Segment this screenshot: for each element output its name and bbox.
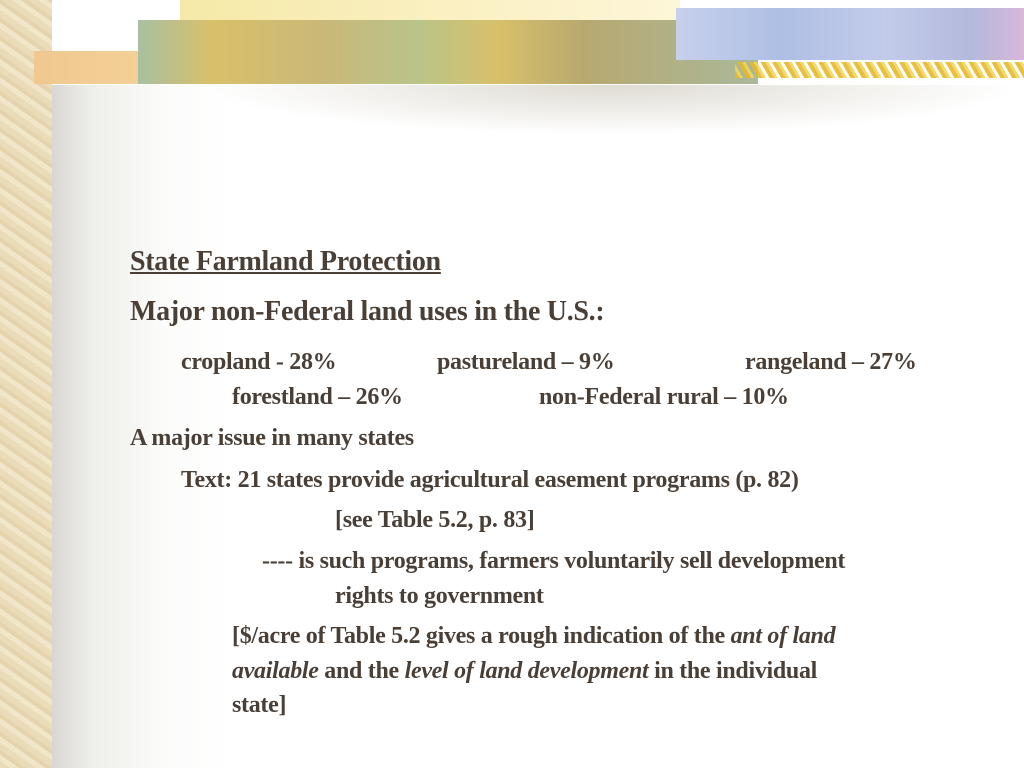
note-line-3: state]	[232, 692, 287, 718]
note-text: [$/acre of Table 5.2 gives a rough indic…	[232, 623, 731, 649]
table-reference: [see Table 5.2, p. 83]	[335, 507, 535, 533]
decorative-left-strip	[0, 0, 52, 768]
issue-text: A major issue in many states	[130, 425, 414, 451]
slide-subtitle: Major non-Federal land uses in the U.S.:	[130, 296, 605, 327]
banner-shadow	[200, 85, 1024, 135]
note-text: and the	[318, 658, 405, 684]
banner-image-leaves	[138, 20, 758, 84]
banner-image-top	[180, 0, 680, 22]
slide-title: State Farmland Protection	[130, 246, 441, 277]
note-italic: ant of land	[730, 623, 836, 649]
land-use-cropland: cropland - 28%	[181, 349, 337, 375]
land-use-forestland: forestland – 26%	[232, 384, 403, 410]
note-italic: available	[232, 658, 319, 684]
note-line-2: available and the level of land developm…	[232, 658, 817, 685]
note-text: in the individual	[648, 658, 818, 684]
note-line-1: [$/acre of Table 5.2 gives a rough indic…	[232, 623, 836, 650]
note-italic: level of land development	[404, 658, 649, 684]
land-use-pastureland: pastureland – 9%	[437, 349, 615, 375]
programs-line-1: ---- is such programs, farmers voluntari…	[262, 548, 846, 574]
land-use-rural: non-Federal rural – 10%	[539, 384, 789, 410]
land-use-rangeland: rangeland – 27%	[745, 349, 917, 375]
wheat-image	[735, 62, 1024, 78]
text-reference: Text: 21 states provide agricultural eas…	[181, 467, 799, 493]
programs-line-2: rights to government	[335, 583, 544, 609]
slide-background	[52, 85, 1024, 768]
banner-image-blue	[676, 8, 1024, 60]
